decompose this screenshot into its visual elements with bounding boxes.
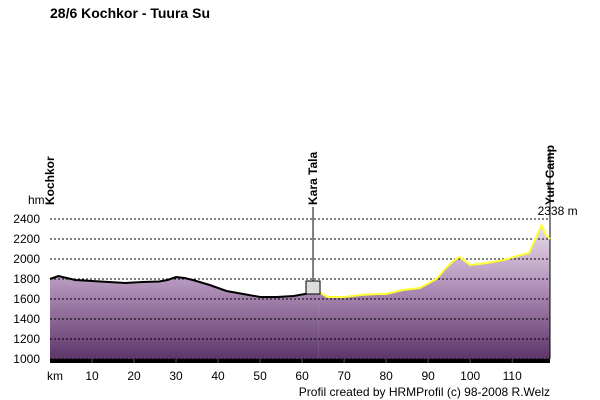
area [50,276,319,359]
chart-title: 28/6 Kochkor - Tuura Su [50,5,210,21]
y-axis-label: hm [28,193,45,207]
y-tick-label: 1400 [13,312,40,326]
place-label: Kochkor [43,156,57,205]
x-tick-label: 30 [169,369,183,383]
x-axis-label: km [47,369,63,383]
place-icon [305,280,321,295]
y-tick-label: 1800 [13,272,40,286]
x-tick-label: 90 [421,369,435,383]
x-tick-label: 70 [337,369,351,383]
x-tick-label: 80 [379,369,393,383]
elevation-line [318,222,551,298]
place-label: Yurt Camp [543,145,557,205]
x-tick-label: 110 [503,369,522,383]
y-tick-label: 2200 [13,232,40,246]
x-tick-label: 10 [85,369,99,383]
y-tick-label: 1000 [13,352,40,366]
y-tick-label: 1200 [13,332,40,346]
x-axis-band [50,359,550,363]
x-tick-label: 50 [253,369,267,383]
x-tick-label: 60 [295,369,309,383]
y-tick-label: 1600 [13,292,40,306]
max-label: 2338 m [538,204,578,218]
y-tick-label: 2000 [13,252,40,266]
x-tick-label: 20 [127,369,141,383]
x-tick-label: 40 [211,369,225,383]
elevation-line [49,274,320,298]
footer: Profil created by HRMProfil (c) 98-2008 … [299,385,550,399]
y-tick-label: 2400 [13,212,40,226]
area [318,225,550,359]
place-label: Kara Tala [306,152,320,205]
x-tick-label: 100 [460,369,480,383]
